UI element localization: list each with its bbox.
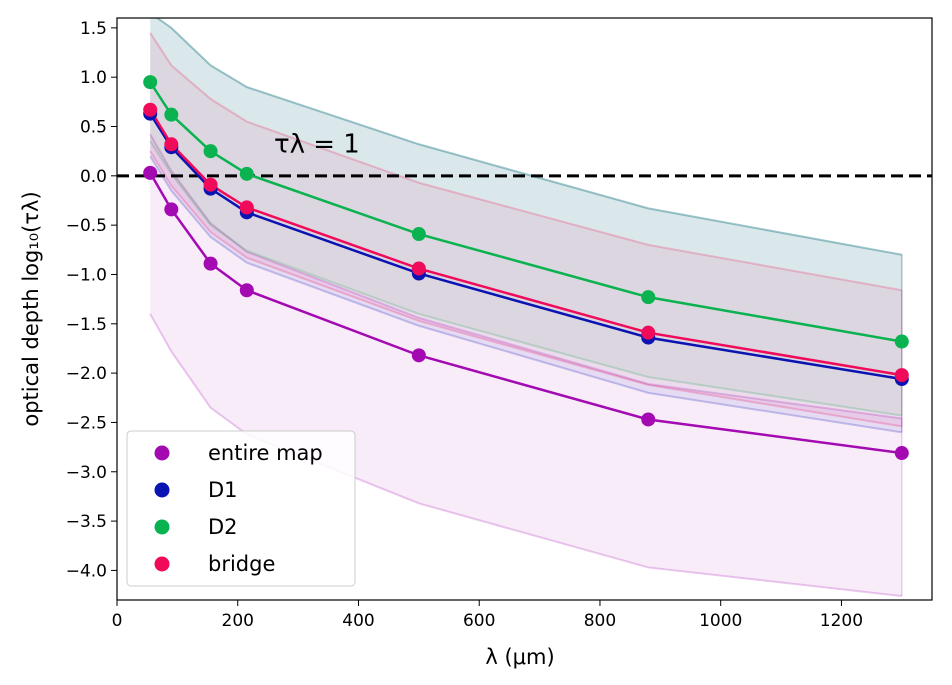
point-bridge — [641, 325, 656, 340]
point-entire-map — [411, 348, 426, 363]
y-tick-label: −1.0 — [66, 265, 107, 285]
legend-label-bridge: bridge — [208, 552, 275, 576]
band-lower-edge-bridge — [149, 150, 902, 428]
y-tick-label: −4.0 — [66, 561, 107, 581]
legend-marker-bridge — [154, 556, 170, 572]
legend-label-d2: D2 — [208, 515, 238, 539]
band-d1 — [150, 18, 902, 433]
point-d2 — [411, 227, 426, 242]
x-axis-ticks: 0 200 400 600 800 1000 1200 — [112, 600, 863, 631]
band-lower-edge-d1 — [149, 155, 902, 434]
x-tick-label: 200 — [222, 611, 254, 631]
point-entire-map — [894, 446, 909, 461]
y-tick-label: 0.5 — [80, 118, 107, 138]
y-tick-label: 0.0 — [80, 167, 107, 187]
point-d2 — [203, 144, 218, 159]
y-tick-label: −0.5 — [66, 216, 107, 236]
band-upper-edge-bridge — [149, 32, 902, 292]
point-entire-map — [641, 412, 656, 427]
point-entire-map — [164, 202, 179, 217]
point-entire-map — [203, 256, 218, 271]
tau-equals-one-annotation: τλ = 1 — [274, 129, 360, 159]
point-d2 — [894, 334, 909, 349]
x-tick-label: 800 — [584, 611, 616, 631]
point-entire-map — [239, 283, 254, 298]
band-bridge — [150, 32, 902, 427]
x-axis-label: λ (μm) — [485, 645, 554, 669]
point-d2 — [641, 290, 656, 305]
uncertainty-bands — [149, 18, 903, 598]
legend: entire map D1 D2 bridge — [126, 430, 356, 587]
point-bridge — [239, 200, 254, 215]
series-points — [143, 75, 909, 461]
y-axis-ticks: 1.5 1.0 0.5 0.0 −0.5 −1.0 −1.5 −2.0 −2.5 −3.0 −3.5… — [66, 19, 117, 581]
point-entire-map — [143, 165, 158, 180]
legend-label-d1: D1 — [208, 478, 238, 502]
point-bridge — [203, 177, 218, 192]
band-upper-edge-entire-map — [149, 133, 902, 420]
y-tick-label: −2.0 — [66, 364, 107, 384]
point-bridge — [411, 261, 426, 276]
x-tick-label: 600 — [463, 611, 495, 631]
y-axis-label: optical depth log₁₀(τλ) — [19, 191, 43, 426]
point-d2 — [143, 75, 158, 90]
legend-box — [126, 430, 356, 587]
y-tick-label: −1.5 — [66, 315, 107, 335]
band-lower-edge-d2 — [149, 140, 902, 417]
plot-frame — [116, 17, 933, 601]
legend-label-entire-map: entire map — [208, 441, 323, 465]
legend-marker-entire-map — [154, 445, 170, 461]
y-tick-label: −3.0 — [66, 463, 107, 483]
x-tick-label: 0 — [112, 611, 123, 631]
band-entire-map — [150, 134, 902, 597]
y-tick-label: −2.5 — [66, 413, 107, 433]
band-upper-edge-d2 — [155, 18, 902, 256]
legend-marker-d1 — [154, 482, 170, 498]
x-tick-label: 1200 — [820, 611, 863, 631]
y-tick-label: 1.5 — [80, 19, 107, 39]
x-tick-label: 1000 — [699, 611, 742, 631]
point-d2 — [239, 166, 254, 181]
band-d2 — [150, 18, 902, 416]
point-d2 — [164, 107, 179, 122]
point-bridge — [143, 102, 158, 117]
y-tick-label: 1.0 — [80, 68, 107, 88]
y-tick-label: −3.5 — [66, 512, 107, 532]
x-tick-label: 400 — [342, 611, 374, 631]
legend-marker-d2 — [154, 519, 170, 535]
point-bridge — [164, 137, 179, 152]
band-upper-edge-d1 — [155, 18, 902, 256]
point-bridge — [894, 368, 909, 383]
